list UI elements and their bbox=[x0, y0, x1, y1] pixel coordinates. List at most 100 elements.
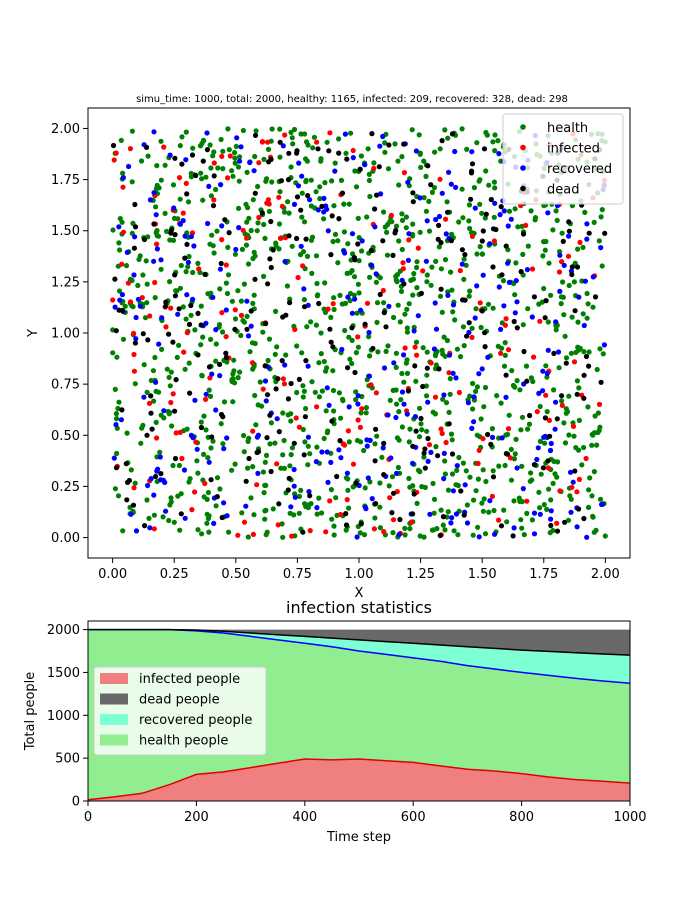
scatter-point-health bbox=[351, 274, 358, 280]
scatter-point-health bbox=[398, 397, 404, 403]
scatter-point-health bbox=[230, 371, 236, 377]
scatter-point-infected bbox=[469, 233, 475, 239]
scatter-point-dead bbox=[264, 435, 270, 441]
scatter-point-health bbox=[208, 165, 214, 171]
scatter-point-recovered bbox=[305, 434, 311, 440]
scatter-point-health bbox=[537, 403, 543, 410]
scatter-point-health bbox=[437, 146, 443, 152]
scatter-point-dead bbox=[296, 376, 302, 382]
scatter-point-recovered bbox=[590, 274, 596, 280]
scatter-point-recovered bbox=[553, 399, 559, 405]
scatter-point-health bbox=[278, 465, 284, 471]
scatter-point-health bbox=[280, 410, 286, 416]
scatter-point-dead bbox=[302, 414, 308, 420]
scatter-point-health bbox=[309, 270, 315, 276]
scatter-point-health bbox=[575, 319, 581, 325]
scatter-point-health bbox=[252, 153, 258, 160]
scatter-point-recovered bbox=[412, 414, 418, 420]
scatter-point-health bbox=[406, 475, 412, 482]
scatter-point-health bbox=[401, 379, 407, 385]
scatter-point-recovered bbox=[288, 504, 294, 510]
scatter-point-health bbox=[305, 462, 311, 468]
scatter-point-health bbox=[494, 393, 500, 399]
scatter-point-dead bbox=[377, 291, 383, 298]
scatter-point-health bbox=[214, 228, 220, 234]
scatter-point-health bbox=[180, 304, 186, 310]
scatter-point-health bbox=[112, 386, 118, 392]
scatter-point-health bbox=[581, 349, 587, 355]
scatter-point-health bbox=[255, 183, 261, 190]
scatter-point-infected bbox=[279, 203, 285, 209]
scatter-point-recovered bbox=[366, 329, 372, 336]
scatter-point-health bbox=[386, 483, 392, 489]
scatter-point-infected bbox=[337, 511, 344, 518]
scatter-point-infected bbox=[161, 144, 167, 150]
scatter-point-dead bbox=[226, 230, 232, 236]
scatter-point-dead bbox=[531, 294, 538, 300]
scatter-point-health bbox=[407, 426, 413, 432]
scatter-point-health bbox=[484, 132, 490, 138]
scatter-point-dead bbox=[581, 515, 587, 522]
scatter-point-health bbox=[441, 334, 447, 340]
scatter-point-health bbox=[356, 235, 362, 241]
scatter-point-recovered bbox=[206, 459, 212, 465]
scatter-point-dead bbox=[200, 158, 206, 164]
scatter-point-health bbox=[164, 366, 170, 372]
scatter-point-recovered bbox=[428, 449, 434, 455]
scatter-point-health bbox=[129, 277, 135, 284]
scatter-point-dead bbox=[286, 233, 292, 239]
scatter-point-infected bbox=[475, 460, 481, 467]
scatter-point-health bbox=[413, 378, 419, 384]
scatter-point-infected bbox=[498, 350, 504, 356]
scatter-point-health bbox=[470, 532, 476, 538]
scatter-point-recovered bbox=[319, 449, 325, 455]
scatter-point-infected bbox=[426, 442, 433, 448]
scatter-point-recovered bbox=[474, 283, 480, 289]
scatter-point-recovered bbox=[479, 366, 485, 372]
scatter-point-dead bbox=[339, 190, 346, 196]
scatter-point-infected bbox=[250, 428, 256, 434]
scatter-point-health bbox=[330, 238, 336, 245]
scatter-point-recovered bbox=[534, 456, 540, 463]
scatter-point-dead bbox=[521, 348, 527, 355]
scatter-point-recovered bbox=[487, 241, 493, 247]
scatter-point-dead bbox=[301, 452, 307, 458]
scatter-point-dead bbox=[563, 360, 569, 366]
scatter-point-dead bbox=[252, 132, 259, 138]
scatter-point-dead bbox=[510, 533, 516, 539]
scatter-point-recovered bbox=[453, 511, 460, 517]
area-x-tick-label: 600 bbox=[401, 810, 426, 825]
scatter-point-health bbox=[407, 484, 413, 490]
scatter-point-infected bbox=[131, 351, 137, 358]
scatter-point-health bbox=[231, 357, 237, 363]
scatter-point-infected bbox=[176, 175, 183, 181]
scatter-point-dead bbox=[140, 331, 146, 337]
scatter-point-health bbox=[207, 142, 213, 148]
scatter-point-health bbox=[170, 182, 177, 188]
scatter-point-health bbox=[298, 487, 304, 493]
scatter-point-recovered bbox=[425, 458, 431, 464]
scatter-point-recovered bbox=[520, 486, 526, 492]
scatter-point-health bbox=[307, 451, 313, 457]
scatter-y-tick-label: 0.25 bbox=[51, 480, 80, 495]
scatter-point-recovered bbox=[492, 531, 498, 537]
scatter-point-infected bbox=[314, 404, 320, 410]
scatter-point-health bbox=[385, 343, 391, 349]
scatter-point-health bbox=[144, 281, 150, 287]
scatter-point-infected bbox=[254, 482, 260, 488]
scatter-point-health bbox=[475, 476, 481, 482]
scatter-point-dead bbox=[480, 228, 486, 234]
scatter-point-recovered bbox=[599, 501, 606, 507]
scatter-point-infected bbox=[192, 489, 198, 495]
scatter-point-recovered bbox=[145, 482, 151, 489]
scatter-point-recovered bbox=[531, 531, 538, 537]
scatter-point-health bbox=[410, 276, 416, 282]
scatter-point-health bbox=[478, 416, 484, 422]
scatter-point-recovered bbox=[544, 370, 550, 377]
scatter-point-infected bbox=[225, 175, 231, 181]
scatter-point-dead bbox=[383, 324, 389, 330]
scatter-point-dead bbox=[499, 272, 505, 278]
area-x-tick-label: 800 bbox=[509, 810, 534, 825]
scatter-point-dead bbox=[554, 528, 561, 534]
scatter-point-recovered bbox=[561, 262, 567, 268]
